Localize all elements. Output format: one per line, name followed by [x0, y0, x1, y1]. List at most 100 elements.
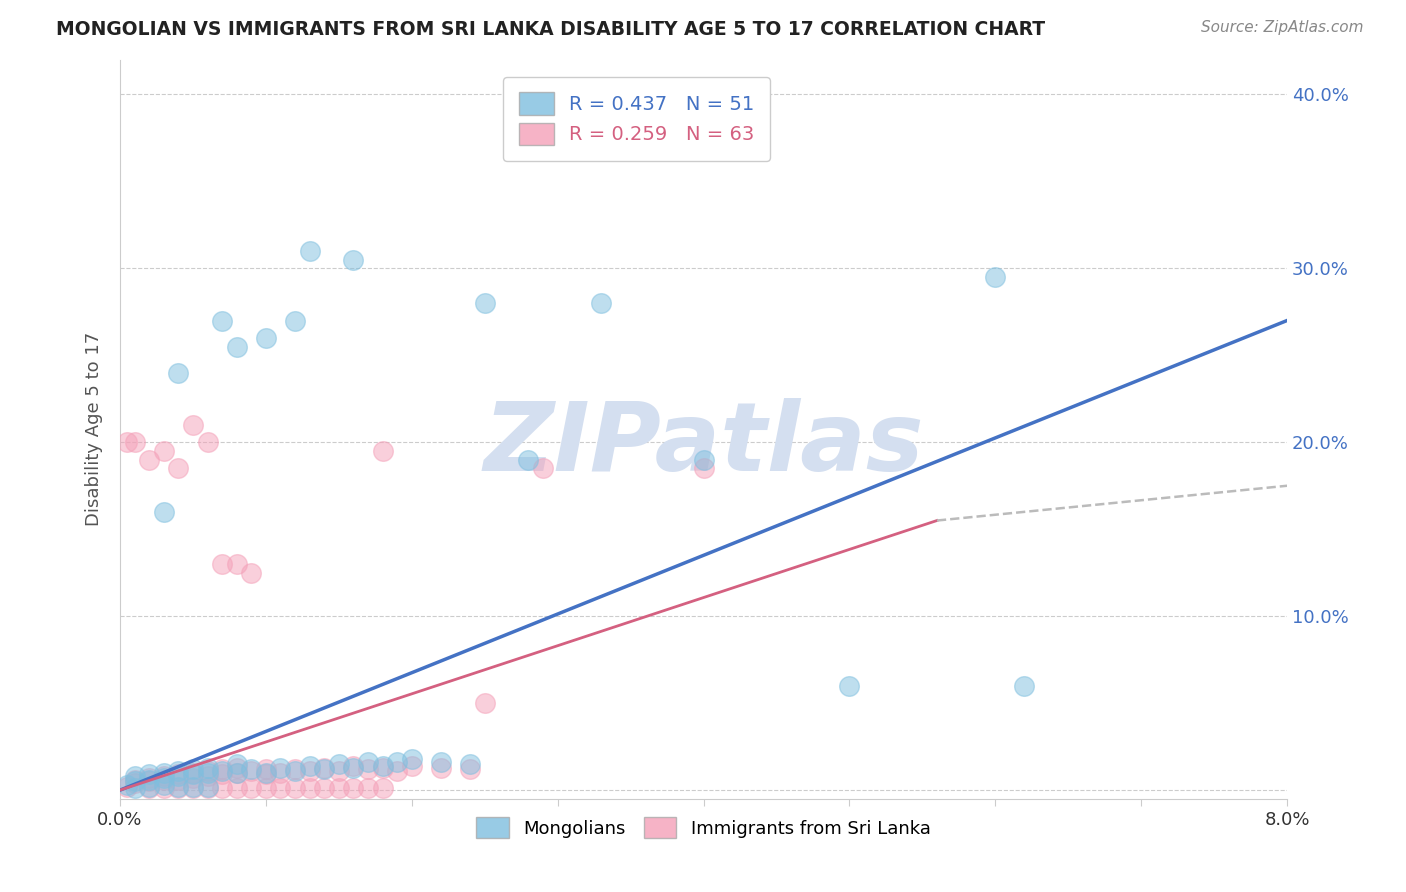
Point	[124, 772, 146, 787]
Point	[225, 781, 247, 796]
Point	[458, 762, 481, 776]
Point	[357, 762, 380, 776]
Point	[328, 757, 350, 772]
Point	[531, 461, 554, 475]
Point	[152, 771, 174, 785]
Point	[401, 759, 423, 773]
Text: MONGOLIAN VS IMMIGRANTS FROM SRI LANKA DISABILITY AGE 5 TO 17 CORRELATION CHART: MONGOLIAN VS IMMIGRANTS FROM SRI LANKA D…	[56, 20, 1046, 38]
Point	[167, 780, 190, 794]
Point	[181, 765, 204, 780]
Point	[138, 772, 160, 787]
Point	[1014, 679, 1036, 693]
Point	[167, 461, 190, 475]
Point	[314, 760, 336, 774]
Point	[167, 366, 190, 380]
Point	[342, 781, 364, 796]
Point	[138, 767, 160, 781]
Point	[181, 781, 204, 796]
Point	[124, 774, 146, 789]
Point	[298, 759, 321, 773]
Point	[371, 781, 394, 796]
Point	[517, 452, 540, 467]
Point	[838, 679, 860, 693]
Point	[430, 756, 453, 770]
Point	[138, 452, 160, 467]
Point	[181, 767, 204, 781]
Point	[152, 778, 174, 792]
Point	[692, 461, 714, 475]
Point	[138, 780, 160, 794]
Point	[197, 765, 219, 780]
Text: Source: ZipAtlas.com: Source: ZipAtlas.com	[1201, 20, 1364, 35]
Point	[124, 781, 146, 796]
Point	[385, 756, 408, 770]
Point	[240, 762, 263, 776]
Point	[328, 764, 350, 778]
Point	[225, 557, 247, 571]
Point	[254, 765, 277, 780]
Point	[225, 340, 247, 354]
Point	[167, 781, 190, 796]
Point	[254, 781, 277, 796]
Point	[211, 762, 233, 776]
Point	[211, 764, 233, 778]
Point	[138, 781, 160, 796]
Point	[474, 696, 496, 710]
Point	[225, 765, 247, 780]
Point	[152, 765, 174, 780]
Point	[269, 781, 291, 796]
Point	[254, 762, 277, 776]
Point	[269, 765, 291, 780]
Point	[181, 762, 204, 776]
Point	[167, 772, 190, 787]
Point	[342, 759, 364, 773]
Point	[284, 313, 307, 327]
Point	[284, 762, 307, 776]
Point	[240, 781, 263, 796]
Point	[152, 781, 174, 796]
Text: ZIPatlas: ZIPatlas	[484, 398, 924, 491]
Point	[197, 764, 219, 778]
Point	[167, 764, 190, 778]
Point	[298, 781, 321, 796]
Point	[167, 767, 190, 781]
Point	[254, 331, 277, 345]
Point	[371, 760, 394, 774]
Point	[240, 566, 263, 580]
Point	[197, 769, 219, 783]
Point	[342, 760, 364, 774]
Point	[181, 780, 204, 794]
Point	[211, 313, 233, 327]
Point	[371, 444, 394, 458]
Point	[124, 769, 146, 783]
Point	[269, 760, 291, 774]
Point	[357, 781, 380, 796]
Point	[211, 781, 233, 796]
Point	[240, 764, 263, 778]
Point	[117, 778, 139, 792]
Point	[152, 772, 174, 787]
Point	[342, 252, 364, 267]
Point	[181, 771, 204, 785]
Point	[211, 767, 233, 781]
Legend: Mongolians, Immigrants from Sri Lanka: Mongolians, Immigrants from Sri Lanka	[470, 810, 938, 846]
Point	[474, 296, 496, 310]
Point	[138, 774, 160, 789]
Point	[591, 296, 613, 310]
Point	[692, 452, 714, 467]
Point	[284, 764, 307, 778]
Point	[357, 756, 380, 770]
Point	[197, 435, 219, 450]
Point	[225, 765, 247, 780]
Point	[314, 781, 336, 796]
Point	[371, 759, 394, 773]
Point	[197, 780, 219, 794]
Point	[984, 270, 1007, 285]
Point	[225, 760, 247, 774]
Point	[117, 780, 139, 794]
Point	[152, 444, 174, 458]
Point	[430, 760, 453, 774]
Point	[167, 769, 190, 783]
Point	[401, 752, 423, 766]
Y-axis label: Disability Age 5 to 17: Disability Age 5 to 17	[86, 332, 103, 526]
